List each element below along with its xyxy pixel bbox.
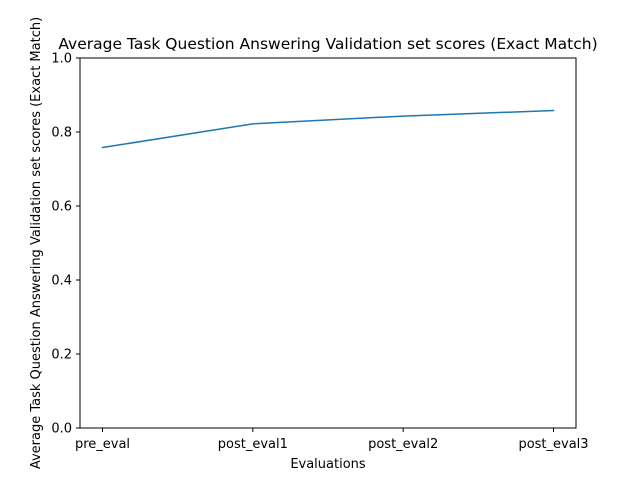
y-tick-label: 1.0 bbox=[51, 52, 72, 67]
x-axis-ticks: pre_eval post_eval1 post_eval2 post_eval3 bbox=[75, 428, 589, 452]
x-axis-label: Evaluations bbox=[290, 457, 366, 472]
y-axis-ticks: 0.0 0.2 0.4 0.6 0.8 1.0 bbox=[51, 52, 80, 437]
y-tick-label: 0.2 bbox=[51, 348, 72, 363]
y-tick-label: 0.8 bbox=[51, 126, 72, 141]
y-tick-label: 0.0 bbox=[51, 422, 72, 437]
y-tick-label: 0.4 bbox=[51, 274, 72, 289]
plot-area bbox=[79, 57, 577, 429]
y-tick-label: 0.6 bbox=[51, 200, 72, 215]
x-tick-label: post_eval2 bbox=[368, 437, 438, 452]
axes-frame bbox=[79, 57, 577, 429]
x-tick-label: post_eval3 bbox=[518, 437, 588, 452]
x-tick-label: post_eval1 bbox=[218, 437, 288, 452]
y-axis-label: Average Task Question Answering Validati… bbox=[29, 17, 44, 469]
x-tick-label: pre_eval bbox=[75, 437, 130, 452]
chart-title: Average Task Question Answering Validati… bbox=[58, 35, 597, 53]
series-layer bbox=[101, 109, 555, 149]
series-line bbox=[101, 109, 555, 149]
